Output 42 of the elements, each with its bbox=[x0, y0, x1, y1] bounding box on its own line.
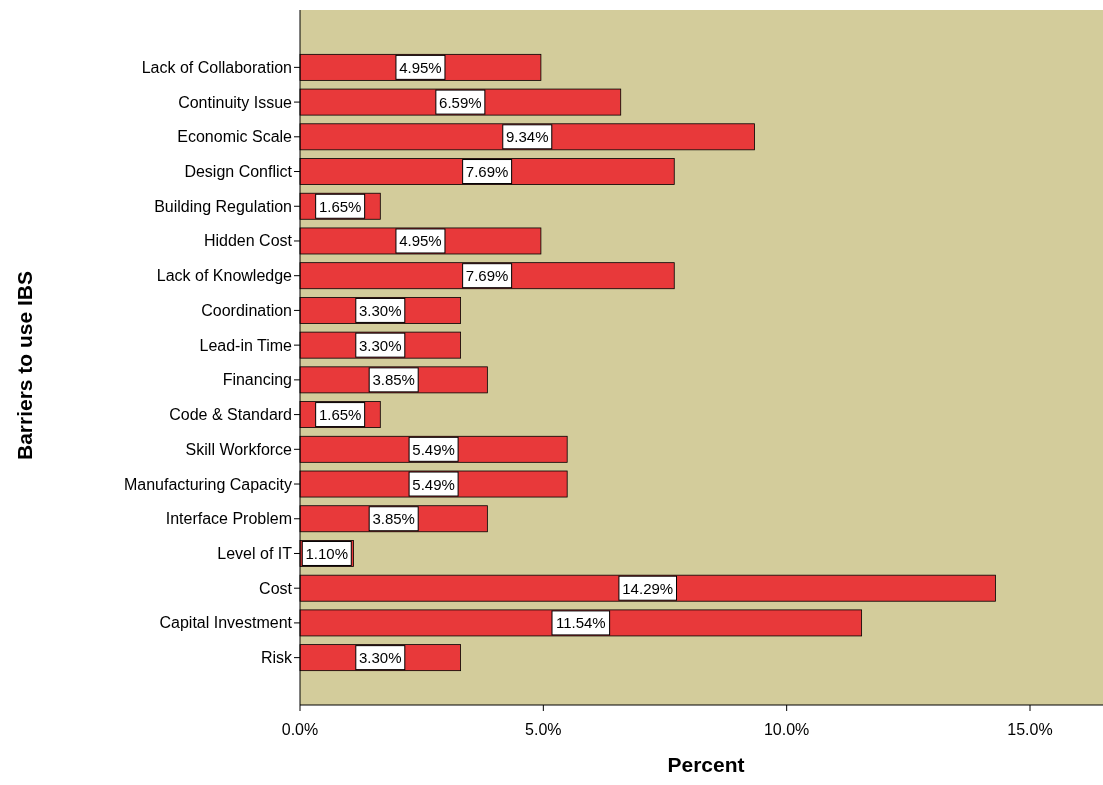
data-label: 3.85% bbox=[372, 510, 415, 528]
x-tick-label: 10.0% bbox=[763, 721, 810, 738]
data-label: 5.49% bbox=[412, 475, 455, 493]
data-label: 3.30% bbox=[359, 301, 402, 319]
y-tick-label: Capital Investment bbox=[159, 614, 293, 632]
x-tick-label: 0.0% bbox=[281, 721, 319, 738]
y-tick-label: Manufacturing Capacity bbox=[123, 475, 292, 493]
x-tick-label: 15.0% bbox=[1007, 721, 1053, 738]
data-label: 7.69% bbox=[465, 163, 509, 181]
x-axis-title: Percent bbox=[667, 753, 745, 776]
data-label: 11.54% bbox=[555, 614, 606, 632]
y-tick-label: Risk bbox=[260, 649, 293, 667]
data-label: 4.95% bbox=[399, 58, 442, 76]
y-tick-label: Hidden Cost bbox=[203, 232, 293, 250]
data-label: 1.10% bbox=[305, 544, 349, 562]
y-tick-label: Lead-in Time bbox=[199, 336, 293, 354]
data-label: 3.85% bbox=[372, 371, 415, 389]
y-tick-label: Building Regulation bbox=[154, 197, 292, 215]
y-tick-label: Design Conflict bbox=[184, 163, 293, 181]
data-label: 9.34% bbox=[506, 128, 549, 146]
y-tick-label: Financing bbox=[222, 371, 292, 389]
data-label: 7.69% bbox=[465, 267, 509, 285]
y-axis-title: Barriers to use IBS bbox=[13, 270, 36, 461]
y-tick-label: Economic Scale bbox=[177, 128, 293, 146]
y-tick-label: Interface Problem bbox=[165, 510, 292, 528]
data-label: 3.30% bbox=[359, 336, 402, 354]
data-label: 1.65% bbox=[318, 406, 362, 424]
y-tick-label: Coordination bbox=[201, 301, 292, 319]
y-tick-label: Lack of Knowledge bbox=[156, 267, 293, 285]
y-tick-label: Skill Workforce bbox=[185, 440, 293, 458]
data-label: 5.49% bbox=[412, 440, 455, 458]
y-tick-label: Continuity Issue bbox=[178, 93, 293, 111]
x-tick-label: 5.0% bbox=[525, 721, 562, 738]
data-label: 4.95% bbox=[399, 232, 442, 250]
data-label: 3.30% bbox=[359, 649, 402, 667]
y-tick-label: Code & Standard bbox=[169, 406, 292, 424]
data-label: 6.59% bbox=[439, 93, 482, 111]
data-label: 14.29% bbox=[622, 579, 674, 597]
y-tick-label: Level of IT bbox=[217, 544, 293, 562]
data-label: 1.65% bbox=[318, 197, 362, 215]
y-tick-label: Lack of Collaboration bbox=[141, 58, 292, 76]
y-tick-label: Cost bbox=[259, 579, 293, 597]
